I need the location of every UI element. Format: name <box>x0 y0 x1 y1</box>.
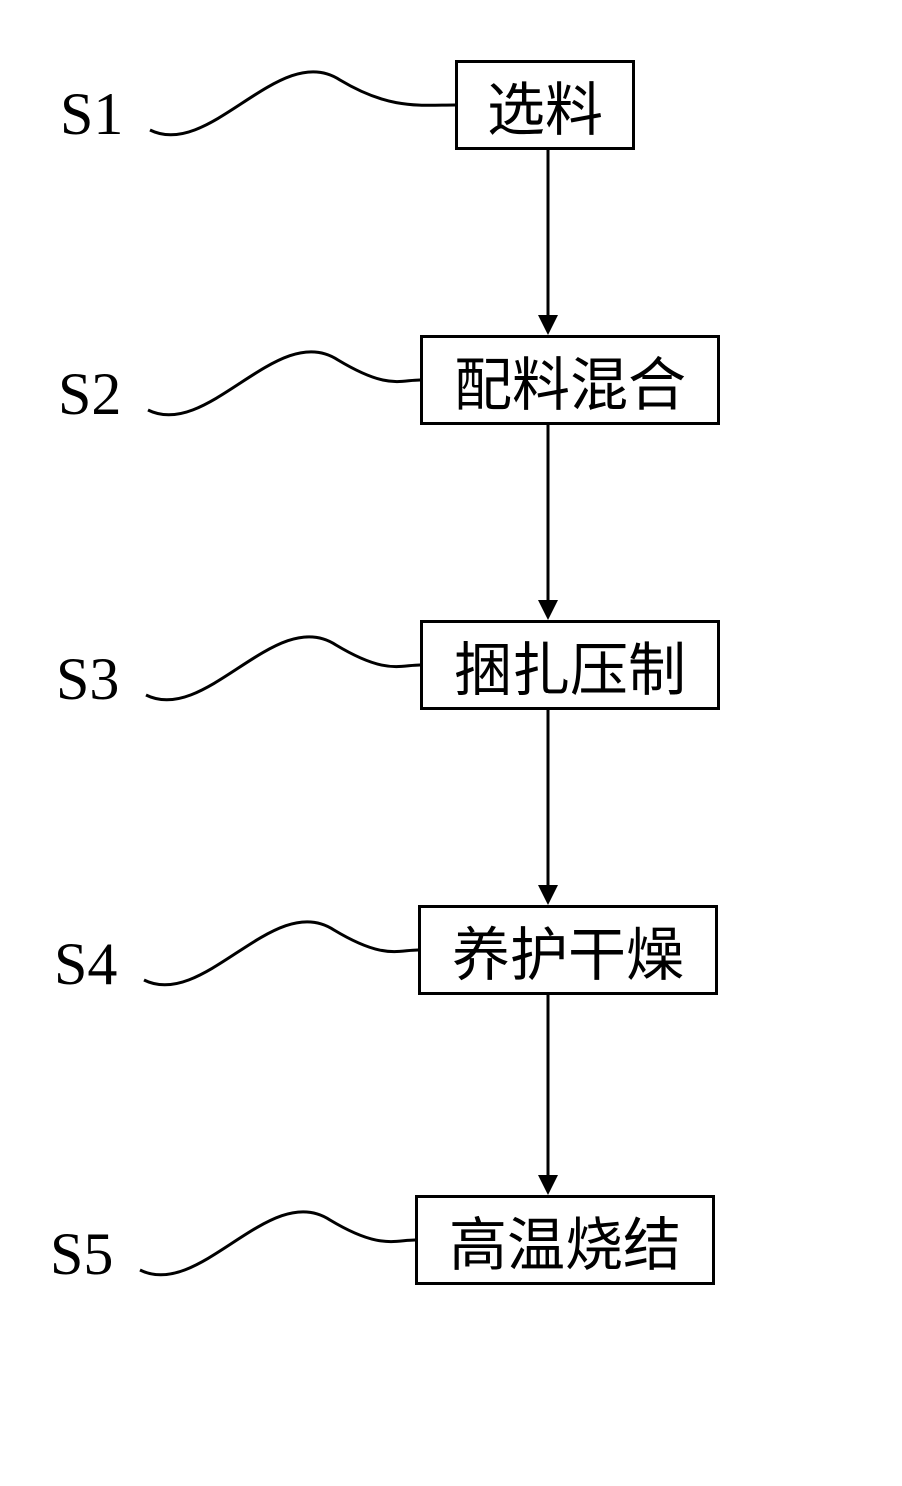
box-text: 高温烧结 <box>449 1198 681 1282</box>
flowchart-container: S1 选料 S2 配料混合 S3 捆扎压制 S4 <box>0 0 902 1486</box>
step-box-s5: 高温烧结 <box>415 1195 715 1285</box>
